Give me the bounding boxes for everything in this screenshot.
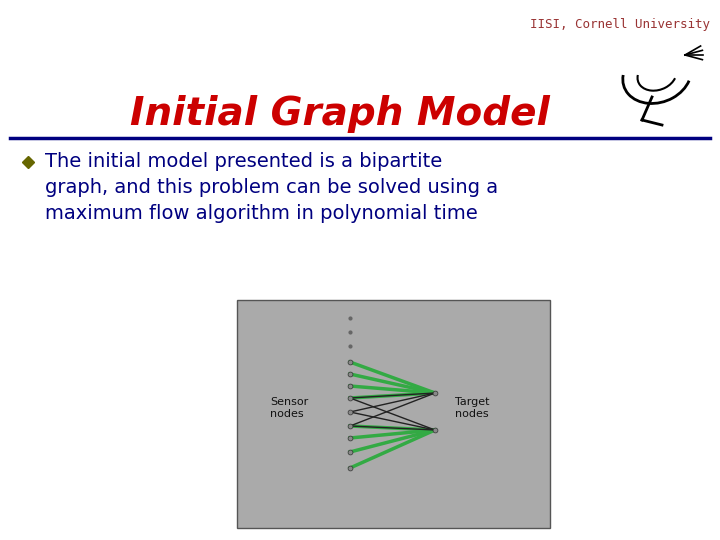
Text: The initial model presented is a bipartite: The initial model presented is a biparti… <box>45 152 442 171</box>
Text: Target
nodes: Target nodes <box>455 397 490 419</box>
Text: Initial Graph Model: Initial Graph Model <box>130 95 550 133</box>
Bar <box>237 300 550 528</box>
Text: Sensor
nodes: Sensor nodes <box>270 397 308 419</box>
Text: graph, and this problem can be solved using a: graph, and this problem can be solved us… <box>45 178 498 197</box>
Text: IISI, Cornell University: IISI, Cornell University <box>530 18 710 31</box>
Text: maximum flow algorithm in polynomial time: maximum flow algorithm in polynomial tim… <box>45 204 478 223</box>
